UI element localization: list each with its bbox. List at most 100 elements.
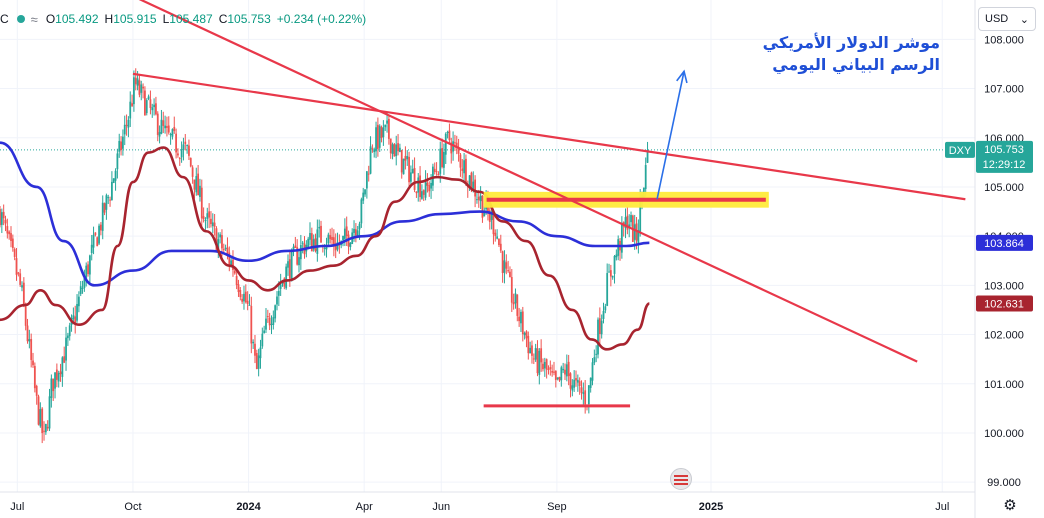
candle-body xyxy=(182,144,185,150)
last-price-tag: 105.753 xyxy=(984,144,1024,156)
candle-body xyxy=(421,191,423,199)
candle-body xyxy=(556,377,559,379)
candle-body xyxy=(134,77,137,85)
candle-body xyxy=(476,199,478,201)
chart-style-icon[interactable]: ≈ xyxy=(30,11,38,27)
candle-body xyxy=(472,181,475,191)
candle-body xyxy=(32,360,34,366)
time-tick-label: Jul xyxy=(935,501,949,513)
candle-body xyxy=(419,175,421,198)
candle-body xyxy=(518,316,521,322)
candle-body xyxy=(123,124,126,135)
candle-body xyxy=(233,270,236,274)
market-status-icon xyxy=(16,15,25,23)
candle-body xyxy=(318,226,321,229)
candle-body xyxy=(567,361,570,377)
candle-body xyxy=(597,319,599,355)
candle-body xyxy=(362,192,365,201)
candle-body xyxy=(254,343,256,356)
candle-body xyxy=(142,86,144,89)
candle-body xyxy=(13,249,16,257)
time-axis[interactable]: Jul Oct 2024 Apr Jun Sep 2025 Jul xyxy=(0,491,975,513)
candle-body xyxy=(630,215,632,223)
candle-body xyxy=(587,385,590,405)
candle-body xyxy=(562,368,565,371)
candle-body xyxy=(463,160,465,174)
candle-body xyxy=(545,359,548,370)
candle-body xyxy=(112,178,115,184)
symbol-tag-bg xyxy=(945,141,975,158)
candle-body xyxy=(479,195,482,202)
candle-body xyxy=(298,257,300,266)
candle-body xyxy=(443,151,445,168)
candle-body xyxy=(17,272,20,274)
candle-body xyxy=(578,381,581,386)
ma-fast-tag-bg xyxy=(976,234,1033,251)
candle-body xyxy=(387,118,390,139)
candle-body xyxy=(61,357,64,377)
candle-body xyxy=(525,331,528,339)
candle-body xyxy=(92,234,95,248)
candle-body xyxy=(527,335,530,354)
candle-body xyxy=(474,179,477,197)
time-tick-label: Jun xyxy=(432,501,450,513)
candle-body xyxy=(79,286,82,295)
candle-body xyxy=(342,235,344,241)
candle-body xyxy=(44,423,47,433)
time-tick-label: Sep xyxy=(547,501,567,513)
us-flag-icon[interactable] xyxy=(670,468,692,490)
moving-average-ma_fast xyxy=(0,141,650,287)
time-tick-label: 2025 xyxy=(699,501,723,513)
candle-body xyxy=(389,138,392,154)
candle-body xyxy=(444,133,447,155)
candle-body xyxy=(600,320,603,335)
candle-body xyxy=(598,318,601,334)
price-axis[interactable]: 108.000107.000106.000105.000104.000103.0… xyxy=(974,0,1024,518)
candle-body xyxy=(204,219,207,221)
candle-body xyxy=(54,372,56,389)
legend-symbol[interactable]: C xyxy=(0,12,9,26)
currency-value: USD xyxy=(985,13,1009,25)
candle-body xyxy=(232,259,234,270)
price-tags: DXY 105.753 12:29:12 103.864 102.631 xyxy=(945,140,1033,312)
candle-body xyxy=(68,325,71,337)
ohlc-legend: C ≈ O 105.492 H 105.915 L 105.487 C 105.… xyxy=(0,9,372,29)
candle-body xyxy=(439,148,442,174)
candle-body xyxy=(501,251,504,274)
candle-body xyxy=(43,430,45,432)
candle-body xyxy=(263,330,266,334)
candle-body xyxy=(90,244,93,254)
candle-body xyxy=(19,273,22,285)
candle-body xyxy=(164,125,166,129)
candle-body xyxy=(299,245,302,260)
candle-body xyxy=(373,149,376,153)
price-tick-label: 103.000 xyxy=(984,280,1024,292)
candle-body xyxy=(314,238,317,252)
candle-body xyxy=(507,270,510,272)
candle-body xyxy=(465,158,467,184)
candle-body xyxy=(604,306,607,311)
candle-body xyxy=(169,134,172,136)
candle-body xyxy=(606,273,609,306)
candle-body xyxy=(37,396,40,425)
candle-body xyxy=(41,408,44,434)
candle-body xyxy=(268,317,271,326)
candle-body xyxy=(428,185,431,192)
candle-body xyxy=(336,242,339,250)
candle-body xyxy=(595,353,598,355)
candle-body xyxy=(166,126,168,128)
candle-body xyxy=(488,210,491,222)
candle-body xyxy=(149,99,152,108)
candle-body xyxy=(369,146,372,174)
candle-body xyxy=(309,233,311,240)
candle-body xyxy=(365,171,368,189)
time-tick-label: 2024 xyxy=(236,501,261,513)
candle-body xyxy=(558,376,561,381)
candle-body xyxy=(52,378,55,392)
candle-body xyxy=(35,385,38,396)
candle-body xyxy=(110,181,113,200)
price-tick-label: 108.000 xyxy=(984,34,1024,46)
gear-icon[interactable]: ⚙ xyxy=(1003,497,1017,514)
currency-selector[interactable]: USD ⌄ xyxy=(978,7,1036,31)
